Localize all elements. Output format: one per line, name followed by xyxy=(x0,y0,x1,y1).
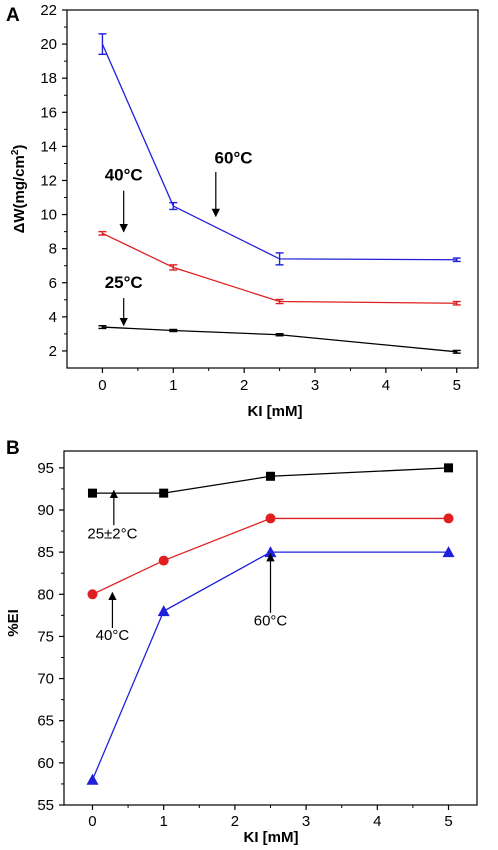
panel-b-series xyxy=(86,463,455,785)
panel-a-y-tick-label: 6 xyxy=(49,275,57,292)
panel-a-plot-frame xyxy=(66,9,479,369)
panel-a-error-bar-60-c xyxy=(452,257,461,263)
panel-b-series-line-60-c xyxy=(91,551,449,780)
panel-a-annotations: 60°C 40°C 25°C xyxy=(105,148,253,327)
panel-b-point-60-c xyxy=(86,773,99,785)
panel-a-y-tick-label: 16 xyxy=(40,104,57,121)
panel-b-x-tick-label: 5 xyxy=(444,813,452,830)
panel-b-x-axis-title: KI [mM] xyxy=(244,829,299,846)
panel-a-error-bar-25-c xyxy=(275,333,284,337)
panel-a-x-tick-label: 1 xyxy=(169,377,177,394)
panel-b-point-25-2-c xyxy=(266,471,275,481)
panel-b-x-tick-label: 0 xyxy=(88,813,96,830)
panel-a-error-bar-60-c xyxy=(275,252,284,266)
panel-b-x-tick-label: 4 xyxy=(373,813,381,830)
panel-a-error-bar-40-c xyxy=(98,230,107,236)
panel-a-annotation-label: 25°C xyxy=(105,273,143,292)
panel-a-y-axis-title: ΔW(mg/cm2) xyxy=(10,145,28,234)
panel-b-point-40-c xyxy=(443,513,454,524)
panel-a-series xyxy=(98,33,461,354)
panel-b-y-tick-label: 55 xyxy=(37,797,54,814)
panel-b-y-tick-label: 65 xyxy=(37,713,54,730)
panel-b-x-ticks: 0 1 2 3 4 5 xyxy=(88,805,453,830)
panel-a-y-tick-label: 14 xyxy=(40,138,57,155)
panel-a-error-bar-40-c xyxy=(452,300,461,306)
panel-a-error-bar-25-c xyxy=(98,325,107,330)
panel-b-label: B xyxy=(6,438,20,459)
panel-b-point-25-2-c xyxy=(159,488,169,498)
panel-b-series-line-40-c xyxy=(92,517,449,595)
panel-b-point-60-c xyxy=(157,605,170,617)
panel-b-y-tick-label: 60 xyxy=(37,755,54,772)
panel-b-y-tick-label: 70 xyxy=(37,671,54,688)
panel-a-x-tick-label: 4 xyxy=(382,377,390,394)
panel-a-series-line-60-c xyxy=(101,43,457,261)
panel-a-y-tick-label: 4 xyxy=(49,309,57,326)
panel-a-y-tick-label: 2 xyxy=(49,343,57,360)
panel-a-error-bar-25-c xyxy=(452,349,461,354)
panel-a-error-bar-60-c xyxy=(169,201,178,211)
panel-b-y-ticks: 55 60 65 70 75 80 85 90 95 xyxy=(37,460,64,814)
panel-b-y-tick-label: 85 xyxy=(37,544,54,561)
panel-a-y-tick-label: 22 xyxy=(40,2,57,19)
panel-a-y-tick-label: 10 xyxy=(40,207,57,224)
panel-b-x-tick-label: 1 xyxy=(160,813,168,830)
panel-a-label: A xyxy=(6,5,20,26)
panel-b-point-40-c xyxy=(87,589,98,600)
panel-b-y-tick-label: 80 xyxy=(37,586,54,603)
panel-a-error-bar-60-c xyxy=(98,33,107,56)
panel-b-point-40-c xyxy=(158,555,169,566)
panel-a-error-bar-40-c xyxy=(169,264,178,271)
panel-a-y-tick-label: 20 xyxy=(40,36,57,53)
panel-a-x-ticks: 0 1 2 3 4 5 xyxy=(98,368,461,394)
panel-b-point-60-c xyxy=(442,546,455,558)
panel-b-y-tick-label: 75 xyxy=(37,628,54,645)
panel-a-x-tick-label: 5 xyxy=(453,377,461,394)
panel-b-y-axis-title: %EI xyxy=(5,609,22,637)
panel-b-point-40-c xyxy=(265,513,276,524)
panel-a-x-axis-title: KI [mM] xyxy=(248,403,303,420)
panel-b-annotation-label: 40°C xyxy=(96,627,130,644)
panel-b-x-tick-label: 3 xyxy=(302,813,310,830)
panel-a-y-tick-label: 8 xyxy=(49,241,57,258)
panel-b-series-line-25-2-c xyxy=(92,467,449,494)
panel-b-point-25-2-c xyxy=(444,463,454,473)
panel-a-y-tick-label: 12 xyxy=(40,172,57,189)
panel-a-series-line-40-c xyxy=(102,232,457,304)
panel-a-error-bar-40-c xyxy=(275,298,284,305)
panel-a-x-tick-label: 2 xyxy=(240,377,248,394)
panel-b-annotation-label: 60°C xyxy=(254,612,288,629)
panel-b-point-25-2-c xyxy=(87,488,97,498)
panel-b-x-tick-label: 2 xyxy=(231,813,239,830)
panel-a-x-tick-label: 3 xyxy=(311,377,319,394)
panel-b-y-tick-label: 95 xyxy=(37,460,54,477)
panel-b-annotations: 25±2°C 40°C 60°C xyxy=(87,489,288,644)
panel-a-annotation-label: 40°C xyxy=(105,165,143,184)
panel-a-y-tick-label: 18 xyxy=(40,70,57,87)
panel-b-y-tick-label: 90 xyxy=(37,502,54,519)
panel-a-annotation-label: 60°C xyxy=(215,148,253,167)
panel-a-error-bar-25-c xyxy=(169,328,178,333)
panel-a-series-line-25-c xyxy=(102,326,457,353)
panel-a-x-tick-label: 0 xyxy=(98,377,106,394)
panel-b-annotation-label: 25±2°C xyxy=(87,526,137,543)
panel-a-y-ticks: 2 4 6 8 10 12 14 16 18 20 22 xyxy=(40,2,67,360)
